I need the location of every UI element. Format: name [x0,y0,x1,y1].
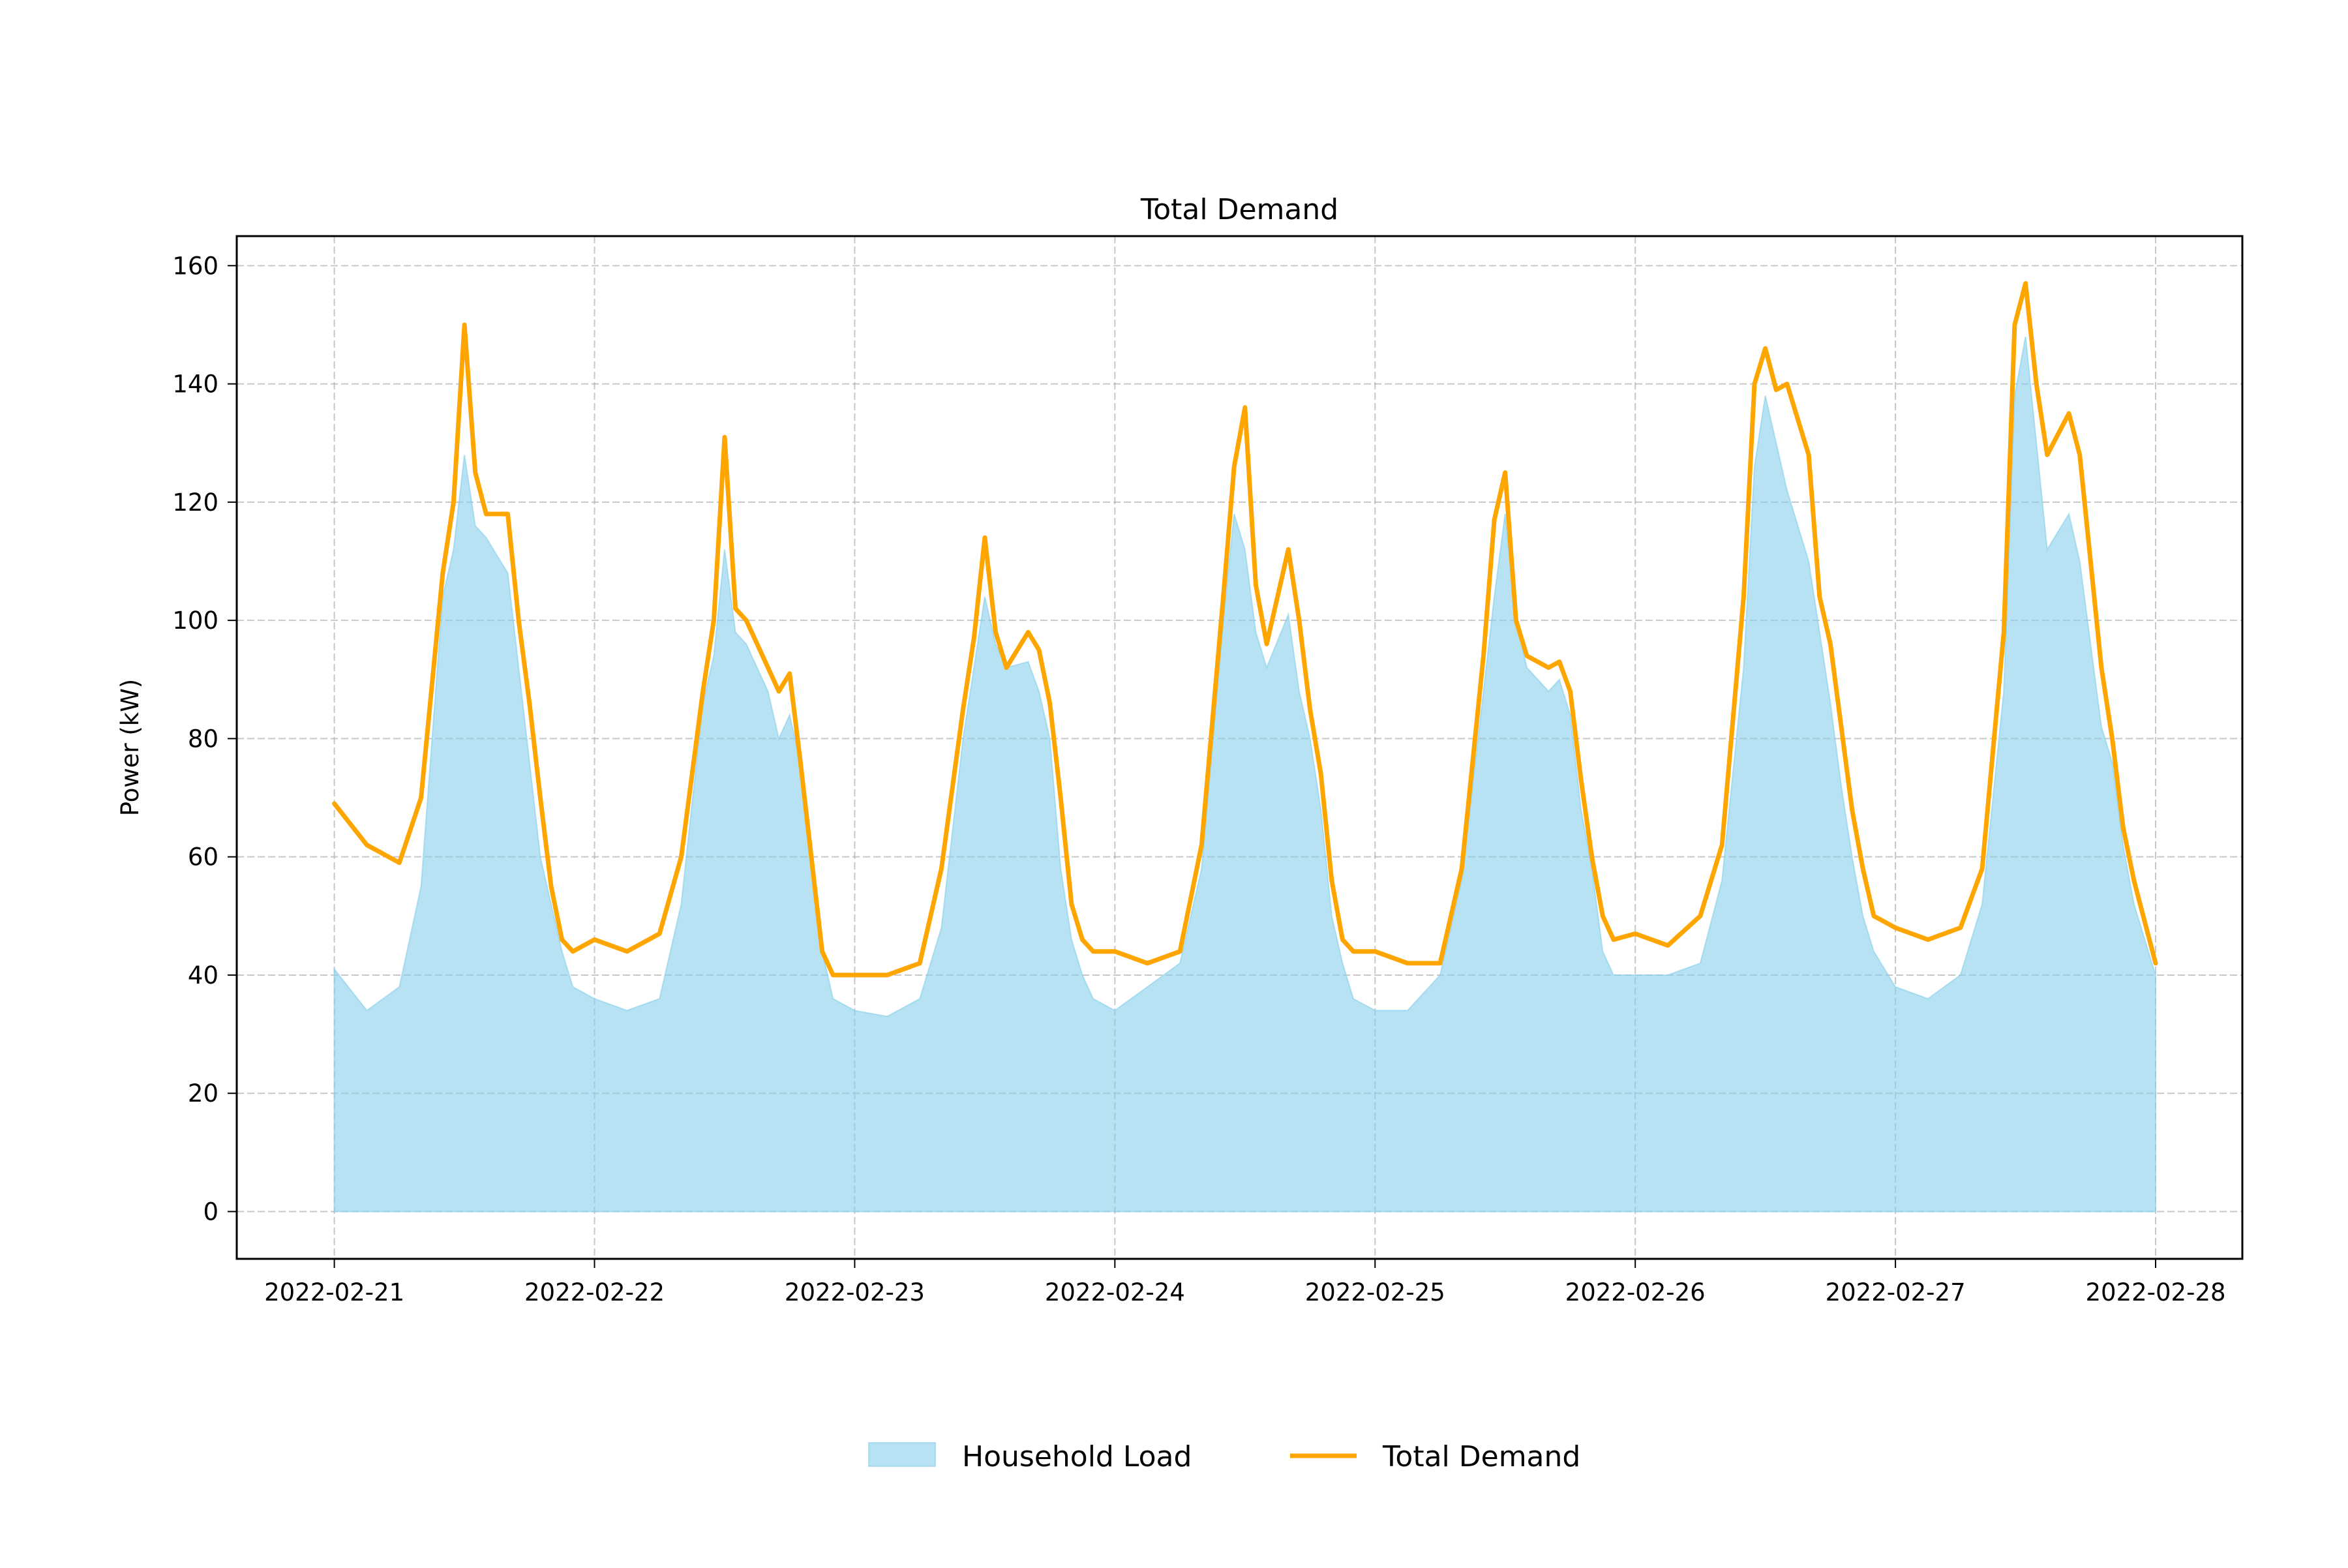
y-axis-title: Power (kW) [116,679,144,817]
plot-line-series [332,281,2158,978]
y-tick-label: 0 [203,1198,218,1226]
y-tick-label: 100 [172,607,218,635]
x-tick-label: 2022-02-24 [1045,1278,1185,1306]
x-tick-label: 2022-02-21 [264,1278,404,1306]
total-demand-line [332,281,2158,978]
y-tick-label: 140 [172,370,218,399]
y-tick-label: 80 [188,725,218,753]
y-tick-label: 40 [188,961,218,989]
y-tick-label: 120 [172,489,218,517]
legend-swatch-household-load [868,1442,936,1467]
x-tick-label: 2022-02-26 [1565,1278,1706,1306]
y-axis: 0 20 40 60 80 100 120 140 160 [172,252,237,1226]
x-axis: 2022-02-21 2022-02-22 2022-02-23 2022-02-24… [264,1259,2226,1306]
household-load-area [333,336,2156,1213]
x-tick-label: 2022-02-28 [2086,1278,2226,1306]
legend-label-total-demand: Total Demand [1382,1440,1580,1473]
plot-area-series [333,336,2156,1213]
y-tick-label: 60 [188,843,218,871]
x-tick-label: 2022-02-23 [785,1278,925,1306]
y-tick-label: 160 [172,252,218,280]
y-tick-label: 20 [188,1079,218,1108]
chart-legend: Household Load Total Demand [868,1440,1580,1473]
x-tick-label: 2022-02-22 [524,1278,665,1306]
plot-frame [235,235,2244,1260]
x-tick-label: 2022-02-27 [1826,1278,1966,1306]
x-tick-label: 2022-02-25 [1305,1278,1445,1306]
legend-label-household-load: Household Load [962,1440,1192,1473]
chart-title: Total Demand [1140,193,1338,226]
